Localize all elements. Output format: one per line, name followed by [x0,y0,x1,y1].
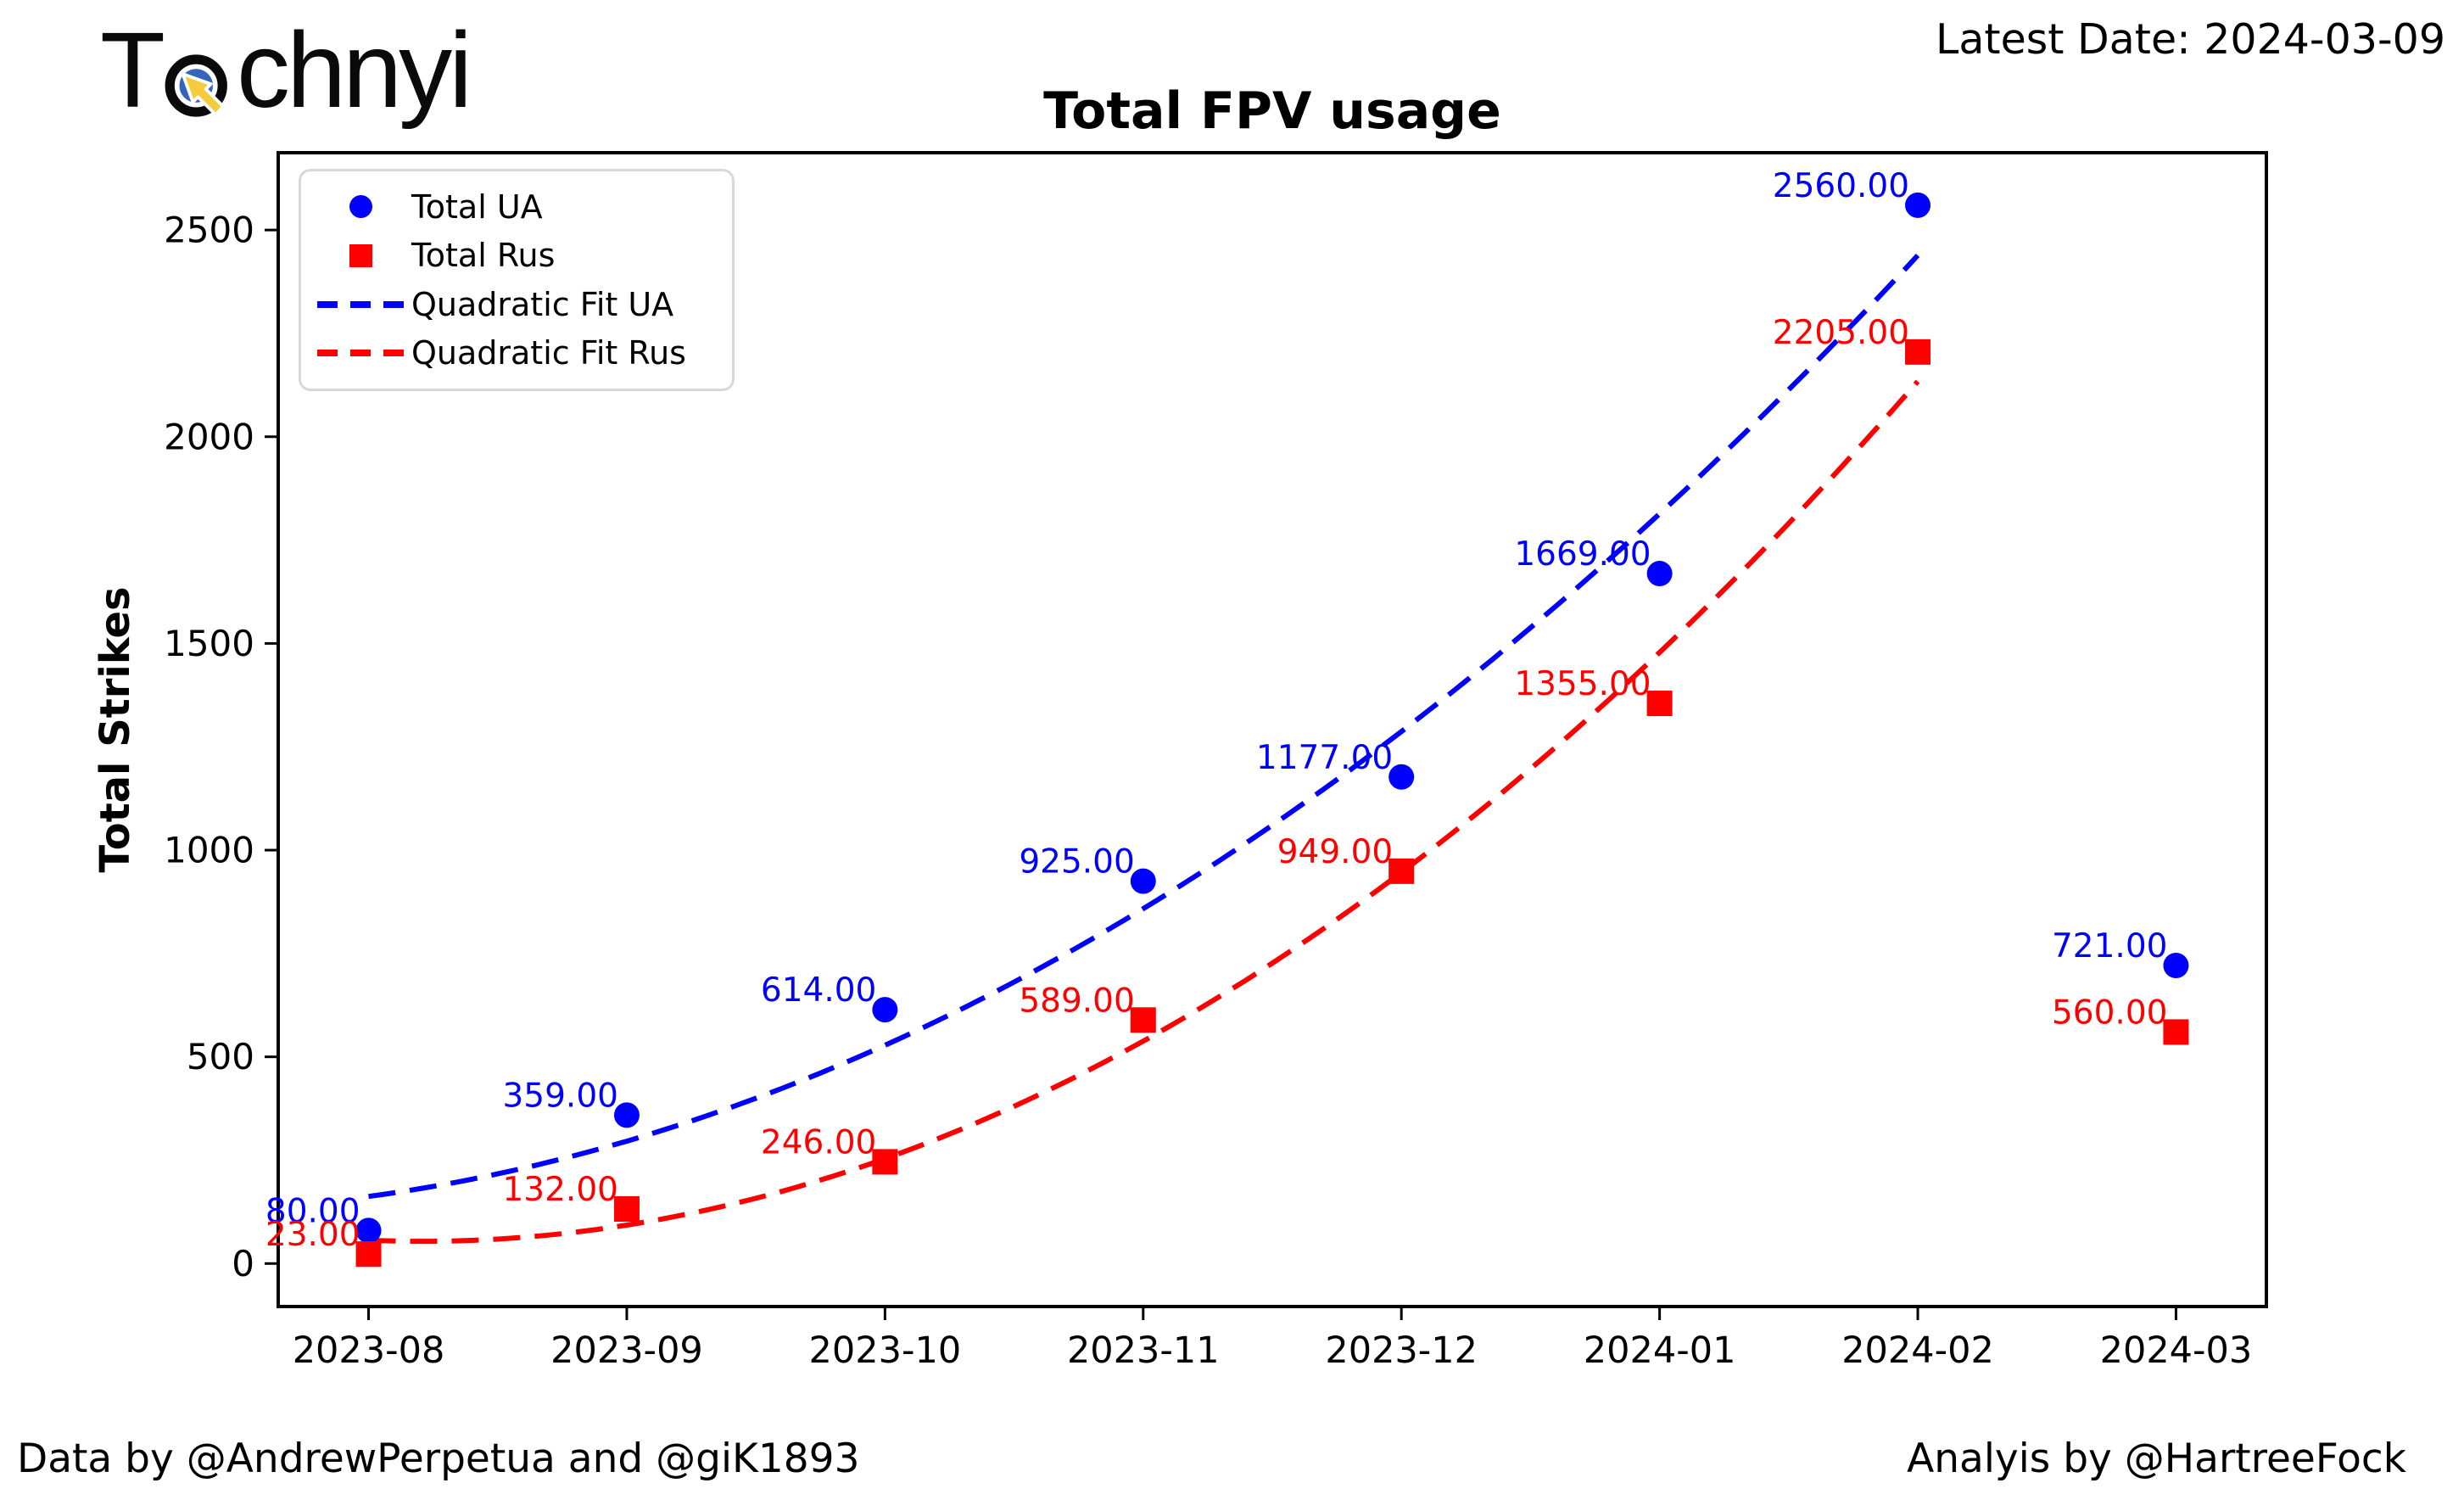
data-point-ua [2163,952,2189,978]
y-tick-label: 500 [187,1036,254,1077]
data-point-label-ua: 1177.00 [1256,739,1393,777]
data-point-label-rus: 246.00 [761,1123,876,1161]
data-point-rus [1905,339,1931,365]
legend-dash-rus-icon [317,350,404,357]
logo-text-suffix: chnyi [236,10,472,130]
data-point-rus [1646,691,1673,717]
data-point-rus [1130,1007,1156,1033]
data-point-ua [1646,561,1673,587]
x-tick-label: 2024-03 [2100,1329,2253,1372]
data-point-rus [2163,1019,2189,1045]
x-tick-label: 2023-11 [1067,1329,1220,1372]
data-point-label-rus: 560.00 [2052,993,2167,1032]
data-point-label-rus: 949.00 [1277,833,1393,871]
data-point-label-rus: 1355.00 [1514,665,1651,703]
y-tick-label: 2500 [164,210,254,251]
legend-label: Quadratic Fit UA [411,285,674,323]
legend-label: Total Rus [411,237,556,275]
y-tick-label: 0 [232,1243,254,1284]
legend-label: Quadratic Fit Rus [411,334,686,372]
x-tick-label: 2023-10 [809,1329,962,1372]
data-point-label-ua: 721.00 [2052,927,2167,965]
data-point-ua [1388,764,1415,790]
x-tick-label: 2024-01 [1584,1329,1736,1372]
logo: T chnyi [100,10,472,130]
x-tick-label: 2023-08 [293,1329,445,1372]
data-point-label-ua: 2560.00 [1773,167,1909,205]
data-point-label-ua: 80.00 [265,1192,360,1230]
logo-text-prefix: T [100,10,165,130]
analysis-credit: Analyis by @HartreeFock [1907,1435,2406,1482]
data-point-label-rus: 589.00 [1019,982,1134,1020]
y-tick-label: 1500 [164,623,254,664]
data-point-label-ua: 359.00 [502,1077,617,1115]
legend-dash-ua-icon [317,300,404,308]
data-point-label-rus: 132.00 [502,1171,617,1209]
legend-item-total-rus: Total Rus [310,237,724,274]
data-point-label-ua: 1669.00 [1514,535,1651,574]
data-point-ua [355,1217,382,1244]
data-point-label-rus: 2205.00 [1773,314,1909,352]
y-tick-label: 1000 [164,830,254,871]
x-tick-label: 2024-02 [1841,1329,1994,1372]
data-point-rus [613,1196,640,1223]
data-point-rus [872,1149,898,1175]
fit-line-rus [368,379,1920,1245]
data-point-label-ua: 925.00 [1019,843,1134,881]
chart-title: Total FPV usage [1043,81,1501,141]
legend-square-marker-icon [349,243,372,267]
latest-date-label: Latest Date: 2024-03-09 [1936,15,2445,64]
data-point-ua [1905,192,1931,218]
legend-label: Total UA [411,187,543,226]
logo-cursor-icon [159,46,239,126]
data-point-ua [613,1102,640,1128]
data-point-rus [1388,858,1415,884]
legend-item-fit-rus: Quadratic Fit Rus [310,334,724,372]
legend-circle-marker-icon [349,195,372,219]
data-point-label-ua: 614.00 [761,971,876,1010]
y-axis-label: Total Strikes [92,586,139,872]
fit-line-ua [368,253,1920,1200]
legend: Total UA Total Rus Quadratic Fit UA Quad… [299,169,735,391]
legend-item-fit-ua: Quadratic Fit UA [310,286,724,323]
axes-frame [277,151,2268,1308]
y-tick-label: 2000 [164,416,254,457]
data-point-ua [1130,868,1156,894]
data-point-label-rus: 23.00 [265,1216,360,1254]
legend-item-total-ua: Total UA [310,188,724,226]
data-credit: Data by @AndrewPerpetua and @giK1893 [17,1435,860,1482]
data-point-ua [872,997,898,1023]
x-tick-label: 2023-12 [1325,1329,1478,1372]
data-point-rus [355,1241,382,1268]
x-tick-label: 2023-09 [550,1329,703,1372]
